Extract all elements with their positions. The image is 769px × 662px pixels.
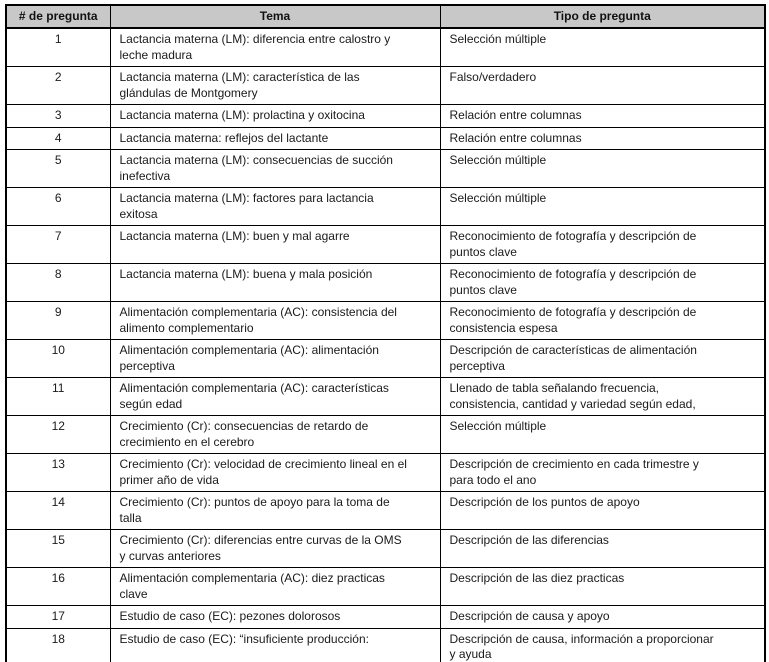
tipo-cell: Descripción de características de alimen… <box>439 339 766 378</box>
question-number-cell: 10 <box>5 339 111 378</box>
table-row: 17 Estudio de caso (EC): pezones doloros… <box>5 605 766 629</box>
tema-cell: Lactancia materna (LM): buena y mala pos… <box>109 263 441 302</box>
table-row: 6 Lactancia materna (LM): factores para … <box>5 187 766 226</box>
column-header-tema: Tema <box>109 4 441 29</box>
tipo-cell: Reconocimiento de fotografía y descripci… <box>439 263 766 302</box>
question-number-cell: 4 <box>5 126 111 150</box>
question-number-cell: 11 <box>5 377 111 416</box>
tipo-cell: Descripción de causa, información a prop… <box>439 627 766 662</box>
tema-cell: Lactancia materna (LM): consecuencias de… <box>109 149 441 188</box>
tema-cell: Lactancia materna (LM): buen y mal agarr… <box>109 225 441 264</box>
tipo-cell: Descripción de las diferencias <box>439 529 766 568</box>
tema-cell: Alimentación complementaria (AC): alimen… <box>109 339 441 378</box>
tema-cell: Estudio de caso (EC): “insuficiente prod… <box>109 627 441 662</box>
table-row: 16 Alimentación complementaria (AC): die… <box>5 567 766 606</box>
question-number-cell: 5 <box>5 149 111 188</box>
table-row: 3 Lactancia materna (LM): prolactina y o… <box>5 104 766 128</box>
table-row: 10 Alimentación complementaria (AC): ali… <box>5 339 766 378</box>
tema-cell: Alimentación complementaria (AC): diez p… <box>109 567 441 606</box>
tema-cell: Crecimiento (Cr): consecuencias de retar… <box>109 415 441 454</box>
question-number-cell: 2 <box>5 66 111 105</box>
tema-cell: Alimentación complementaria (AC): consis… <box>109 301 441 340</box>
question-number-cell: 18 <box>5 627 111 662</box>
tipo-cell: Selección múltiple <box>439 415 766 454</box>
question-number-cell: 17 <box>5 605 111 629</box>
table-row: 2 Lactancia materna (LM): característica… <box>5 66 766 105</box>
table-row: 18 Estudio de caso (EC): “insuficiente p… <box>5 627 766 662</box>
question-number-cell: 16 <box>5 567 111 606</box>
tipo-cell: Relación entre columnas <box>439 104 766 128</box>
table-body: 1 Lactancia materna (LM): diferencia ent… <box>5 27 766 662</box>
question-number-cell: 6 <box>5 187 111 226</box>
table-row: 1 Lactancia materna (LM): diferencia ent… <box>5 27 766 67</box>
question-table: # de pregunta Tema Tipo de pregunta 1 La… <box>5 4 766 662</box>
tipo-cell: Selección múltiple <box>439 149 766 188</box>
table-row: 11 Alimentación complementaria (AC): car… <box>5 377 766 416</box>
table-row: 12 Crecimiento (Cr): consecuencias de re… <box>5 415 766 454</box>
question-number-cell: 8 <box>5 263 111 302</box>
question-number-cell: 13 <box>5 453 111 492</box>
tipo-cell: Falso/verdadero <box>439 66 766 105</box>
question-number-cell: 3 <box>5 104 111 128</box>
tipo-cell: Selección múltiple <box>439 27 766 67</box>
table-row: 13 Crecimiento (Cr): velocidad de crecim… <box>5 453 766 492</box>
table-row: 14 Crecimiento (Cr): puntos de apoyo par… <box>5 491 766 530</box>
column-header-tipo: Tipo de pregunta <box>439 4 766 29</box>
question-number-cell: 9 <box>5 301 111 340</box>
tema-cell: Estudio de caso (EC): pezones dolorosos <box>109 605 441 629</box>
table-header: # de pregunta Tema Tipo de pregunta <box>5 4 766 29</box>
tema-cell: Lactancia materna (LM): característica d… <box>109 66 441 105</box>
tema-cell: Crecimiento (Cr): diferencias entre curv… <box>109 529 441 568</box>
column-header-question-number: # de pregunta <box>5 4 111 29</box>
tipo-cell: Llenado de tabla señalando frecuencia, c… <box>439 377 766 416</box>
tema-cell: Lactancia materna (LM): prolactina y oxi… <box>109 104 441 128</box>
tipo-cell: Reconocimiento de fotografía y descripci… <box>439 301 766 340</box>
table-row: 8 Lactancia materna (LM): buena y mala p… <box>5 263 766 302</box>
tema-cell: Alimentación complementaria (AC): caract… <box>109 377 441 416</box>
question-number-cell: 1 <box>5 27 111 67</box>
tipo-cell: Reconocimiento de fotografía y descripci… <box>439 225 766 264</box>
tipo-cell: Relación entre columnas <box>439 126 766 150</box>
question-number-cell: 15 <box>5 529 111 568</box>
tipo-cell: Descripción de crecimiento en cada trime… <box>439 453 766 492</box>
question-number-cell: 12 <box>5 415 111 454</box>
tipo-cell: Descripción de las diez practicas <box>439 567 766 606</box>
question-number-cell: 14 <box>5 491 111 530</box>
table-row: 15 Crecimiento (Cr): diferencias entre c… <box>5 529 766 568</box>
tema-cell: Lactancia materna (LM): diferencia entre… <box>109 27 441 67</box>
tema-cell: Lactancia materna: reflejos del lactante <box>109 126 441 150</box>
header-row: # de pregunta Tema Tipo de pregunta <box>5 4 766 29</box>
tema-cell: Crecimiento (Cr): puntos de apoyo para l… <box>109 491 441 530</box>
table-row: 7 Lactancia materna (LM): buen y mal aga… <box>5 225 766 264</box>
tema-cell: Lactancia materna (LM): factores para la… <box>109 187 441 226</box>
tipo-cell: Selección múltiple <box>439 187 766 226</box>
tipo-cell: Descripción de los puntos de apoyo <box>439 491 766 530</box>
table-row: 4 Lactancia materna: reflejos del lactan… <box>5 126 766 150</box>
question-number-cell: 7 <box>5 225 111 264</box>
tema-cell: Crecimiento (Cr): velocidad de crecimien… <box>109 453 441 492</box>
table-row: 9 Alimentación complementaria (AC): cons… <box>5 301 766 340</box>
tipo-cell: Descripción de causa y apoyo <box>439 605 766 629</box>
table-row: 5 Lactancia materna (LM): consecuencias … <box>5 149 766 188</box>
